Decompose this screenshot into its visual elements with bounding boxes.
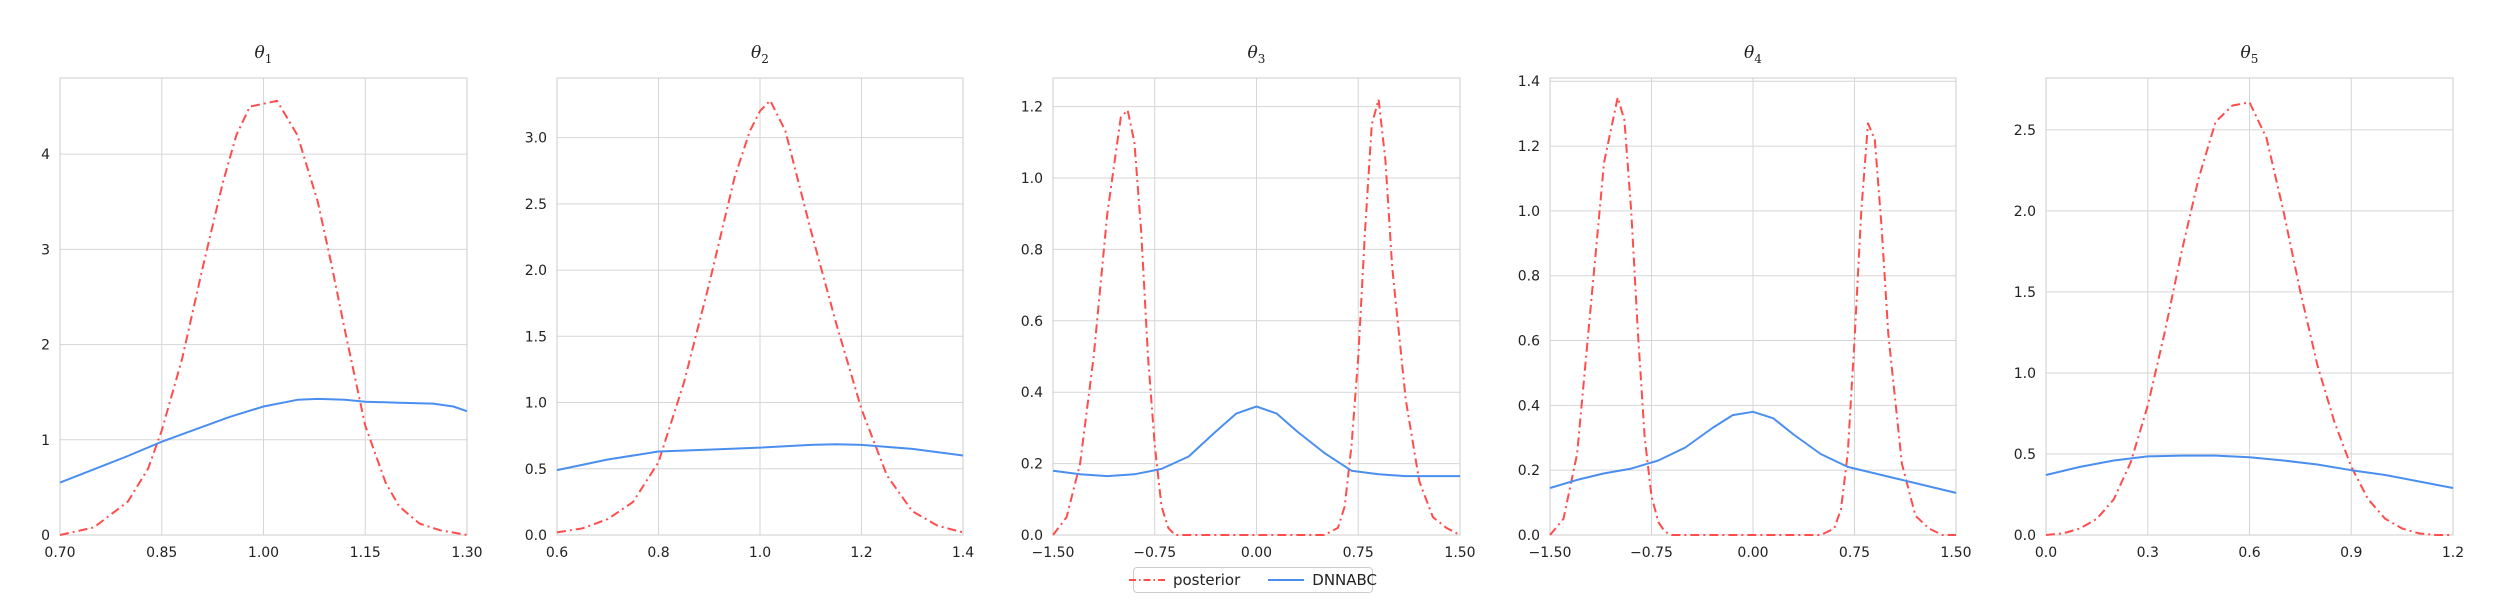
legend-label-dnnabc: DNNABC: [1312, 571, 1378, 589]
subplot-5: 0.0 0.3 0.6 0.9 1.2 0.0 0.5 1.0 1.5 2.0 2.5 θ5: [2014, 43, 2464, 561]
y-tick-label: 0.2: [1021, 457, 1043, 473]
y-tick-label: 1.0: [1518, 204, 1540, 220]
y-tick-label: 0.2: [1518, 463, 1540, 479]
subplot-1: 0.70 0.85 1.00 1.15 1.30 0 1 2 3 4 θ1: [41, 43, 483, 561]
y-tick-label: 1.4: [1518, 74, 1540, 90]
x-tick-label: 1.2: [2442, 545, 2464, 561]
y-tick-label: 0.0: [525, 528, 547, 544]
x-tick-label: 0.6: [2238, 545, 2260, 561]
y-tick-label: 1.0: [1021, 171, 1043, 187]
subplot-title: θ2: [751, 43, 769, 66]
y-tick-label: 0: [41, 528, 50, 544]
x-tick-label: 1.50: [1444, 545, 1475, 561]
y-tick-label: 2.0: [2014, 204, 2036, 220]
x-tick-label: 0.3: [2137, 545, 2159, 561]
x-tick-label: −1.50: [1032, 545, 1075, 561]
y-tick-label: 0.0: [1021, 528, 1043, 544]
series-line-dnnabc: [59, 397, 468, 484]
y-tick-label: 1.0: [525, 396, 547, 412]
y-tick-label: 1: [41, 433, 50, 449]
x-tick-label: 1.50: [1940, 545, 1971, 561]
y-tick-label: 2.0: [525, 263, 547, 279]
x-tick-label: 1.00: [248, 545, 279, 561]
y-tick-label: 3: [41, 242, 50, 258]
subplot-3: −1.50 −0.75 0.00 0.75 1.50 0.0 0.2 0.4 0.6 0.8 1.0…: [1021, 43, 1476, 561]
y-tick-label: 1.5: [525, 329, 547, 345]
y-tick-label: 0.8: [1021, 242, 1043, 258]
x-tick-label: 1.4: [952, 545, 974, 561]
series-line-posterior: [59, 99, 468, 536]
x-tick-label: 0.00: [1737, 545, 1768, 561]
x-tick-label: 0.6: [546, 545, 568, 561]
series-line-dnnabc: [556, 443, 964, 472]
x-tick-label: −0.75: [1630, 545, 1673, 561]
x-tick-label: 0.75: [1839, 545, 1870, 561]
y-tick-label: 1.5: [2014, 285, 2036, 301]
plot-frame: [59, 77, 468, 536]
plot-frame: [2045, 77, 2454, 536]
y-tick-label: 0.6: [1021, 314, 1043, 330]
y-tick-label: 3.0: [525, 131, 547, 147]
legend-label-posterior: posterior: [1172, 571, 1241, 589]
x-tick-label: −0.75: [1133, 545, 1176, 561]
y-tick-label: 4: [41, 147, 50, 163]
y-tick-label: 0.5: [525, 462, 547, 478]
x-tick-label: 0.75: [1343, 545, 1374, 561]
legend-item-dnnabc: DNNABC: [1268, 571, 1377, 589]
x-tick-label: 0.0: [2035, 545, 2057, 561]
y-tick-label: 2.5: [2014, 123, 2036, 139]
x-tick-label: 1.15: [350, 545, 381, 561]
x-tick-label: 0.85: [146, 545, 177, 561]
x-tick-label: 0.70: [44, 545, 75, 561]
x-tick-label: 1.0: [749, 545, 771, 561]
series-line-dnnabc: [1052, 405, 1460, 478]
series-line-dnnabc: [2045, 454, 2454, 489]
subplot-title: θ5: [2241, 43, 2259, 66]
y-tick-label: 0.4: [1021, 385, 1043, 401]
x-tick-label: 1.30: [451, 545, 482, 561]
series-line-posterior: [2045, 101, 2453, 536]
y-tick-label: 0.6: [1518, 334, 1540, 350]
y-tick-label: 1.0: [2014, 366, 2036, 382]
subplot-2: 0.6 0.8 1.0 1.2 1.4 0.0 0.5 1.0 1.5 2.0 2.5 3.0 θ2: [525, 43, 974, 561]
y-tick-label: 0.4: [1518, 398, 1540, 414]
series-line-posterior: [556, 99, 964, 534]
series-line-dnnabc: [1549, 410, 1957, 494]
x-tick-label: 0.9: [2340, 545, 2362, 561]
y-tick-label: 0.8: [1518, 269, 1540, 285]
y-tick-label: 0.5: [2014, 447, 2036, 463]
plot-frame: [1052, 77, 1461, 536]
y-tick-label: 2.5: [525, 197, 547, 213]
y-tick-label: 0.0: [2014, 528, 2036, 544]
plot-frame: [556, 77, 964, 536]
x-tick-label: −1.50: [1529, 545, 1572, 561]
legend: posterior DNNABC: [1128, 567, 1377, 593]
y-tick-label: 1.2: [1518, 139, 1540, 155]
x-tick-label: 0.8: [647, 545, 669, 561]
legend-swatch-dnnabc: [1268, 579, 1305, 581]
x-tick-label: 1.2: [850, 545, 872, 561]
legend-swatch-posterior: [1128, 579, 1165, 581]
subplot-4: −1.50 −0.75 0.00 0.75 1.50 0.0 0.2 0.4 0.6 0.8 1.0…: [1518, 43, 1972, 561]
series-line-posterior: [1549, 96, 1956, 536]
subplot-title: θ3: [1248, 43, 1266, 66]
y-tick-label: 1.2: [1021, 100, 1043, 116]
y-tick-label: 0.0: [1518, 528, 1540, 544]
subplot-title: θ1: [255, 43, 273, 66]
subplot-title: θ4: [1744, 43, 1762, 66]
x-tick-label: 0.00: [1241, 545, 1272, 561]
legend-item-posterior: posterior: [1128, 571, 1241, 589]
series-line-posterior: [1052, 98, 1461, 536]
y-tick-label: 2: [41, 338, 50, 354]
